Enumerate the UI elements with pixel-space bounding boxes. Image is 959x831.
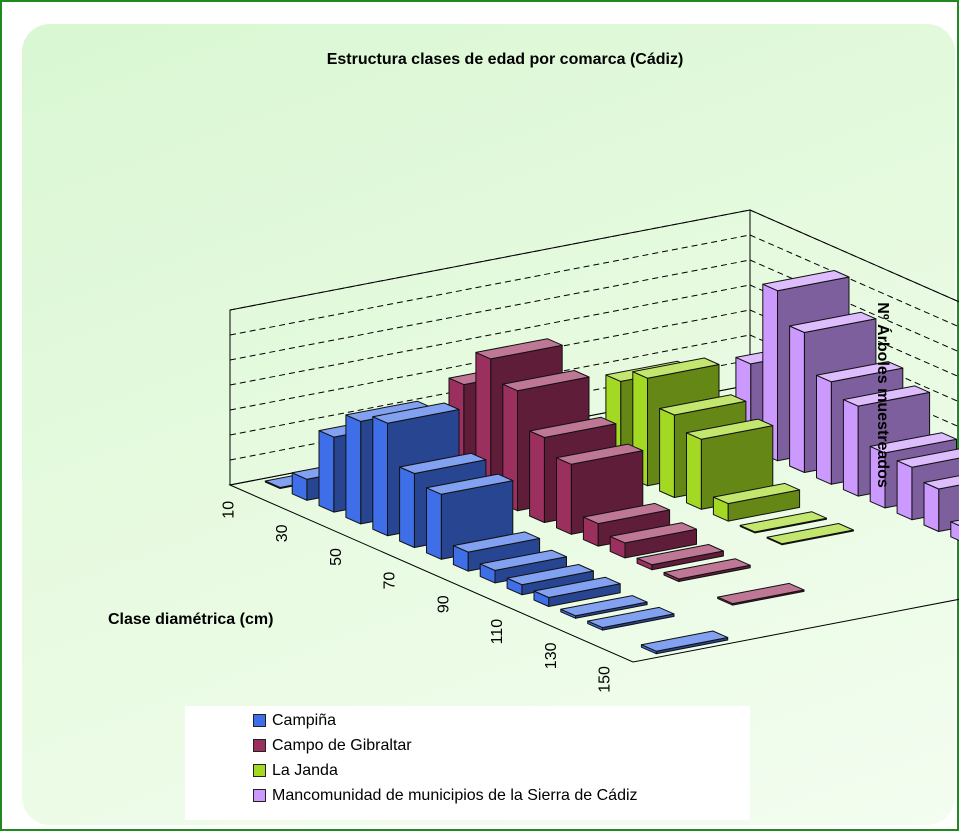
bar (712, 482, 801, 522)
bar-top (426, 473, 514, 495)
bar (560, 595, 648, 619)
gridline (229, 234, 751, 336)
bar (923, 475, 959, 532)
legend: Campiña Campo de Gibraltar La Janda Mancomu… (185, 706, 750, 820)
x-tick-label: 30 (274, 524, 291, 542)
legend-label: Campiña (272, 711, 337, 729)
bar-front (318, 430, 335, 513)
legend-swatch (253, 789, 266, 802)
bar-top (609, 522, 697, 544)
bar (533, 576, 621, 607)
chart-title: Estructura clases de edad por comarca (C… (327, 51, 684, 68)
bar (717, 582, 805, 606)
bar-top (686, 418, 774, 440)
bar (636, 544, 724, 571)
legend-swatch (253, 714, 266, 727)
bar-top (842, 385, 931, 407)
bar-front (345, 414, 362, 525)
bars (264, 270, 959, 655)
legend-swatch (253, 739, 266, 752)
bar-top (582, 502, 671, 525)
legend-swatch (253, 764, 266, 777)
legend-label: La Janda (272, 761, 338, 779)
bar-top (816, 361, 904, 383)
bar-top (533, 576, 621, 598)
bar-top (636, 544, 724, 566)
x-tick-label: 70 (382, 572, 399, 590)
legend-label: Mancomunidad de municipios de la Sierra … (272, 786, 638, 804)
bar-top (712, 482, 801, 505)
legend-item: Campiña (185, 708, 750, 733)
bar-top (529, 416, 617, 438)
bar-top (717, 582, 805, 605)
bar-top (502, 370, 590, 392)
gridline (229, 259, 751, 361)
x-tick-label: 110 (489, 619, 506, 645)
bar-top (789, 311, 877, 333)
bar-top (659, 394, 747, 416)
bar (686, 418, 774, 510)
bar-front (686, 432, 702, 510)
bar-top (399, 452, 487, 474)
bar-front (556, 457, 572, 535)
bar-front (950, 521, 959, 541)
bar (506, 564, 594, 596)
bar (663, 558, 751, 582)
bar-top (640, 630, 729, 652)
bar-top (739, 511, 827, 533)
bar-top (632, 357, 720, 379)
bar-top (663, 558, 751, 580)
bar-top (766, 523, 854, 545)
gridline (229, 209, 751, 311)
bar-front (842, 399, 859, 497)
y-axis-title: Nº Árboles muestreados (874, 302, 893, 488)
bar-front (529, 430, 545, 523)
bar-top (762, 270, 850, 292)
bar-front (426, 487, 442, 560)
bar-front (399, 466, 415, 548)
bar-top (479, 549, 567, 571)
bar (766, 523, 854, 546)
legend-item: Campo de Gibraltar (185, 733, 750, 758)
bar-front (372, 416, 388, 537)
bar (950, 519, 959, 541)
bar-top (452, 531, 541, 553)
bar-top (896, 448, 959, 468)
legend-item: Mancomunidad de municipios de la Sierra … (185, 783, 750, 808)
bar-front (896, 460, 913, 521)
x-tick-label: 90 (435, 595, 452, 613)
bar-top (475, 338, 563, 360)
bar-front (923, 482, 940, 532)
x-axis-ticks: 10 30 50 70 90 110 130 150 (220, 501, 613, 693)
x-tick-label: 130 (543, 642, 560, 669)
gridline (229, 284, 751, 386)
bar-top (950, 519, 959, 526)
bar (479, 549, 567, 584)
bar-front (789, 325, 805, 473)
x-tick-label: 50 (328, 548, 345, 566)
bar-top (587, 606, 675, 629)
gridline (749, 209, 959, 303)
x-tick-label: 150 (597, 666, 614, 693)
bar-top (869, 432, 957, 454)
x-axis-title: Clase diamétrica (cm) (108, 611, 273, 628)
bar-top (923, 475, 959, 490)
bar-top (560, 595, 648, 617)
bar (609, 522, 697, 559)
bar-top (506, 564, 594, 586)
bar (640, 630, 729, 655)
x-tick-label: 10 (220, 501, 237, 519)
bar (739, 511, 827, 534)
bar-front (659, 408, 675, 498)
legend-item: La Janda (185, 758, 750, 783)
legend-label: Campo de Gibraltar (272, 736, 412, 754)
bar-top (556, 443, 644, 465)
bar (587, 606, 675, 631)
bar-top (372, 402, 460, 424)
gridline (749, 234, 959, 328)
bar-front (816, 374, 832, 485)
